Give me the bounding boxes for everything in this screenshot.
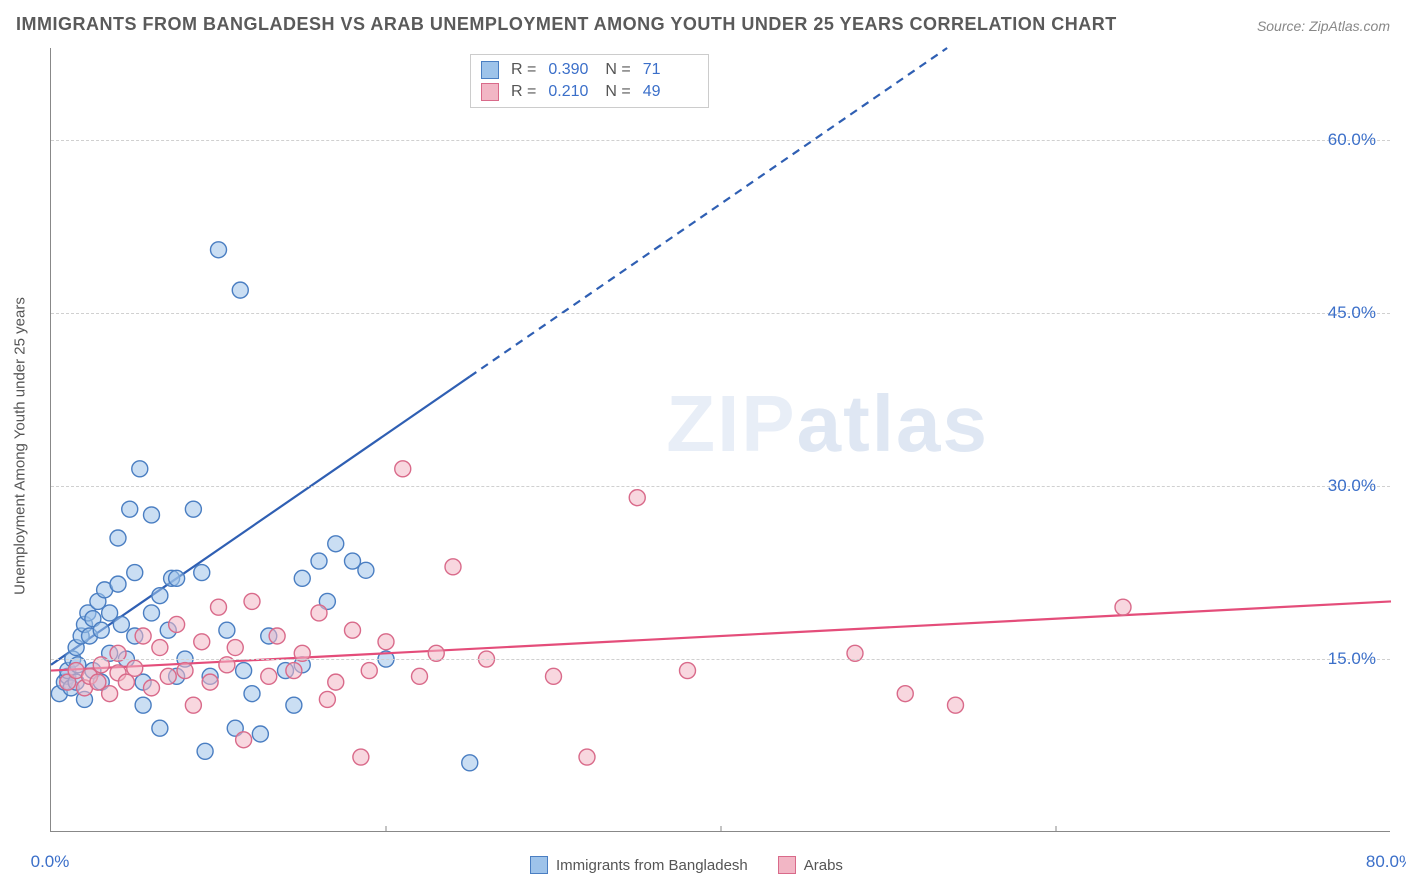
legend-swatch — [481, 83, 499, 101]
plot-svg — [51, 48, 1390, 831]
stat-legend-row: R = 0.210 N = 49 — [481, 81, 688, 103]
stat-n-label: N = — [605, 61, 630, 79]
x-legend-item: Immigrants from Bangladesh — [530, 856, 748, 874]
stat-n-value: 71 — [643, 61, 688, 79]
y-tick-label: 15.0% — [1328, 649, 1376, 669]
y-tick-label: 60.0% — [1328, 130, 1376, 150]
legend-swatch — [778, 856, 796, 874]
x-axis-legend: Immigrants from Bangladesh Arabs — [530, 856, 843, 874]
chart-title: IMMIGRANTS FROM BANGLADESH VS ARAB UNEMP… — [16, 14, 1117, 35]
x-tick-label: 80.0% — [1366, 852, 1406, 872]
legend-swatch — [530, 856, 548, 874]
legend-label: Immigrants from Bangladesh — [556, 857, 748, 874]
stat-n-value: 49 — [643, 83, 688, 101]
x-tick-label: 0.0% — [31, 852, 70, 872]
x-legend-item: Arabs — [778, 856, 843, 874]
grid-line-h — [51, 313, 1390, 314]
grid-line-h — [51, 140, 1390, 141]
stat-n-label: N = — [605, 83, 630, 101]
grid-line-h — [51, 659, 1390, 660]
legend-label: Arabs — [804, 857, 843, 874]
y-tick-label: 30.0% — [1328, 476, 1376, 496]
stat-r-value: 0.210 — [548, 83, 593, 101]
y-tick-label: 45.0% — [1328, 303, 1376, 323]
grid-line-h — [51, 486, 1390, 487]
stat-legend-row: R = 0.390 N = 71 — [481, 59, 688, 81]
y-axis-label: Unemployment Among Youth under 25 years — [12, 297, 29, 595]
stat-r-value: 0.390 — [548, 61, 593, 79]
plot-area: ZIPatlas — [50, 48, 1390, 832]
legend-swatch — [481, 61, 499, 79]
stat-r-label: R = — [511, 83, 536, 101]
source-attribution: Source: ZipAtlas.com — [1257, 18, 1390, 34]
stat-r-label: R = — [511, 61, 536, 79]
stat-legend: R = 0.390 N = 71 R = 0.210 N = 49 — [470, 54, 709, 108]
